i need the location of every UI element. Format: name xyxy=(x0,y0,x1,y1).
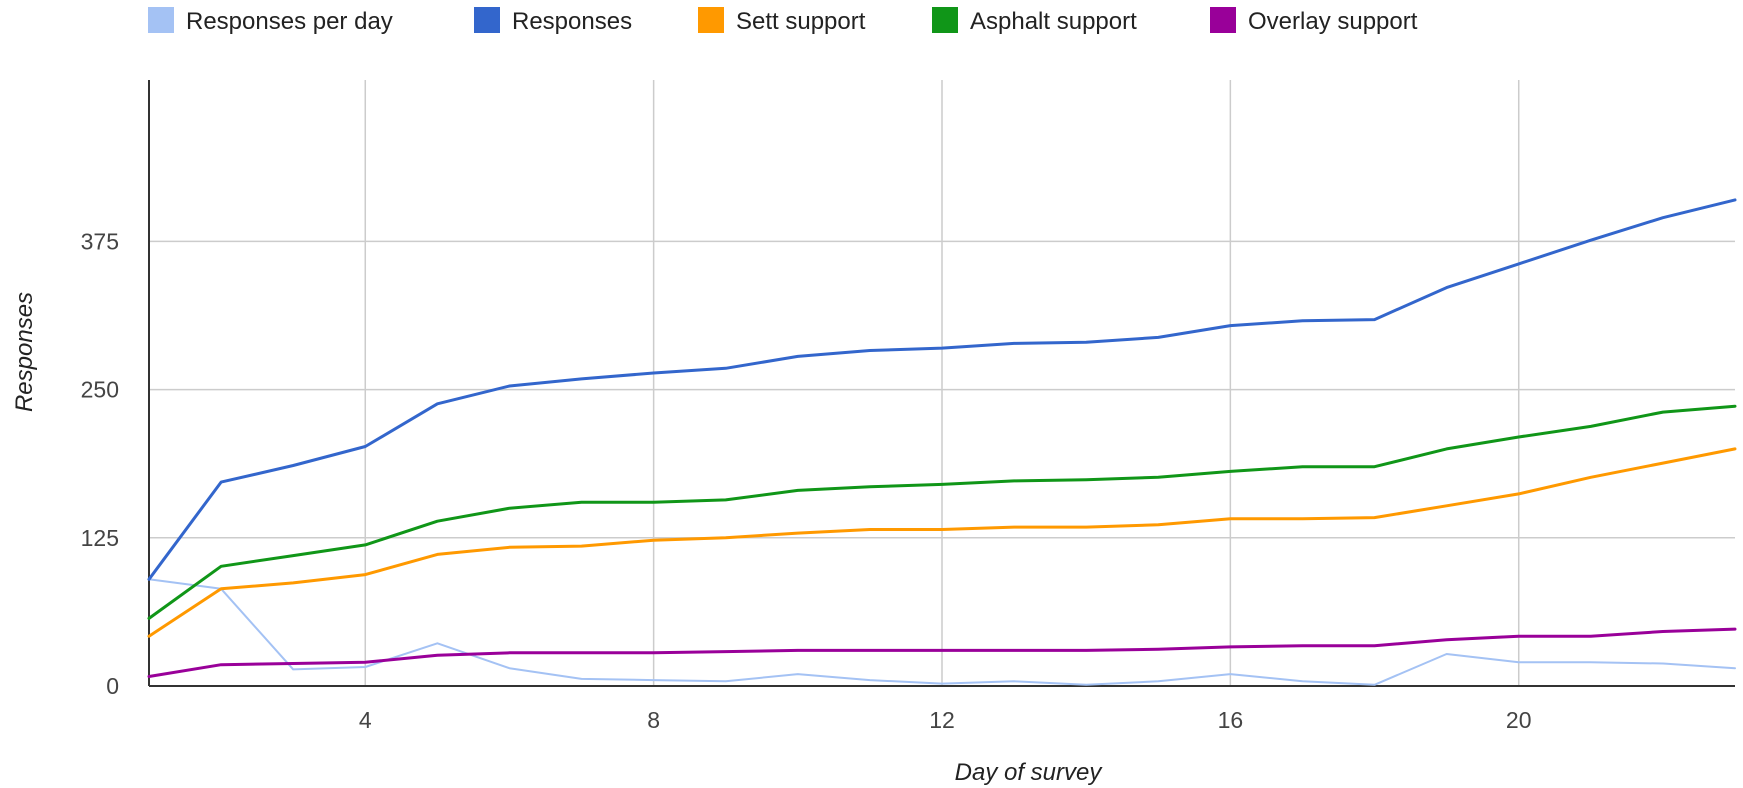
y-axis-title: Responses xyxy=(11,292,38,412)
y-tick-label-375: 375 xyxy=(81,228,119,254)
legend-swatch-overlay-support xyxy=(1210,7,1236,33)
series-line-responses xyxy=(147,198,1737,581)
legend-swatch-responses xyxy=(474,7,500,33)
axes xyxy=(148,80,1735,687)
y-tick-label-0: 0 xyxy=(106,673,119,699)
series-line-asphalt-support xyxy=(147,404,1737,620)
legend-label-responses-per-day: Responses per day xyxy=(186,8,393,35)
series-line-overlay-support xyxy=(147,627,1737,678)
x-tick-label-16: 16 xyxy=(1218,707,1244,733)
legend-swatch-asphalt-support xyxy=(932,7,958,33)
x-tick-label-4: 4 xyxy=(359,707,372,733)
series-line-sett-support xyxy=(147,447,1737,638)
y-tick-label-250: 250 xyxy=(81,377,119,403)
legend-label-asphalt-support: Asphalt support xyxy=(970,8,1137,35)
x-tick-label-8: 8 xyxy=(647,707,660,733)
x-tick-label-12: 12 xyxy=(929,707,955,733)
series-line-responses-per-day xyxy=(148,578,1736,686)
tick-labels: 0 125 250 375 4 8 12 16 20 xyxy=(81,228,1532,733)
gridlines xyxy=(149,80,1735,686)
legend: Responses per day Responses Sett support As… xyxy=(148,7,1418,35)
legend-swatch-responses-per-day xyxy=(148,7,174,33)
legend-label-sett-support: Sett support xyxy=(736,8,866,35)
x-axis-title: Day of survey xyxy=(955,759,1104,786)
series-lines xyxy=(147,198,1737,686)
x-tick-label-20: 20 xyxy=(1506,707,1532,733)
y-tick-label-125: 125 xyxy=(81,525,119,551)
legend-label-responses: Responses xyxy=(512,8,632,35)
legend-label-overlay-support: Overlay support xyxy=(1248,8,1418,35)
legend-swatch-sett-support xyxy=(698,7,724,33)
